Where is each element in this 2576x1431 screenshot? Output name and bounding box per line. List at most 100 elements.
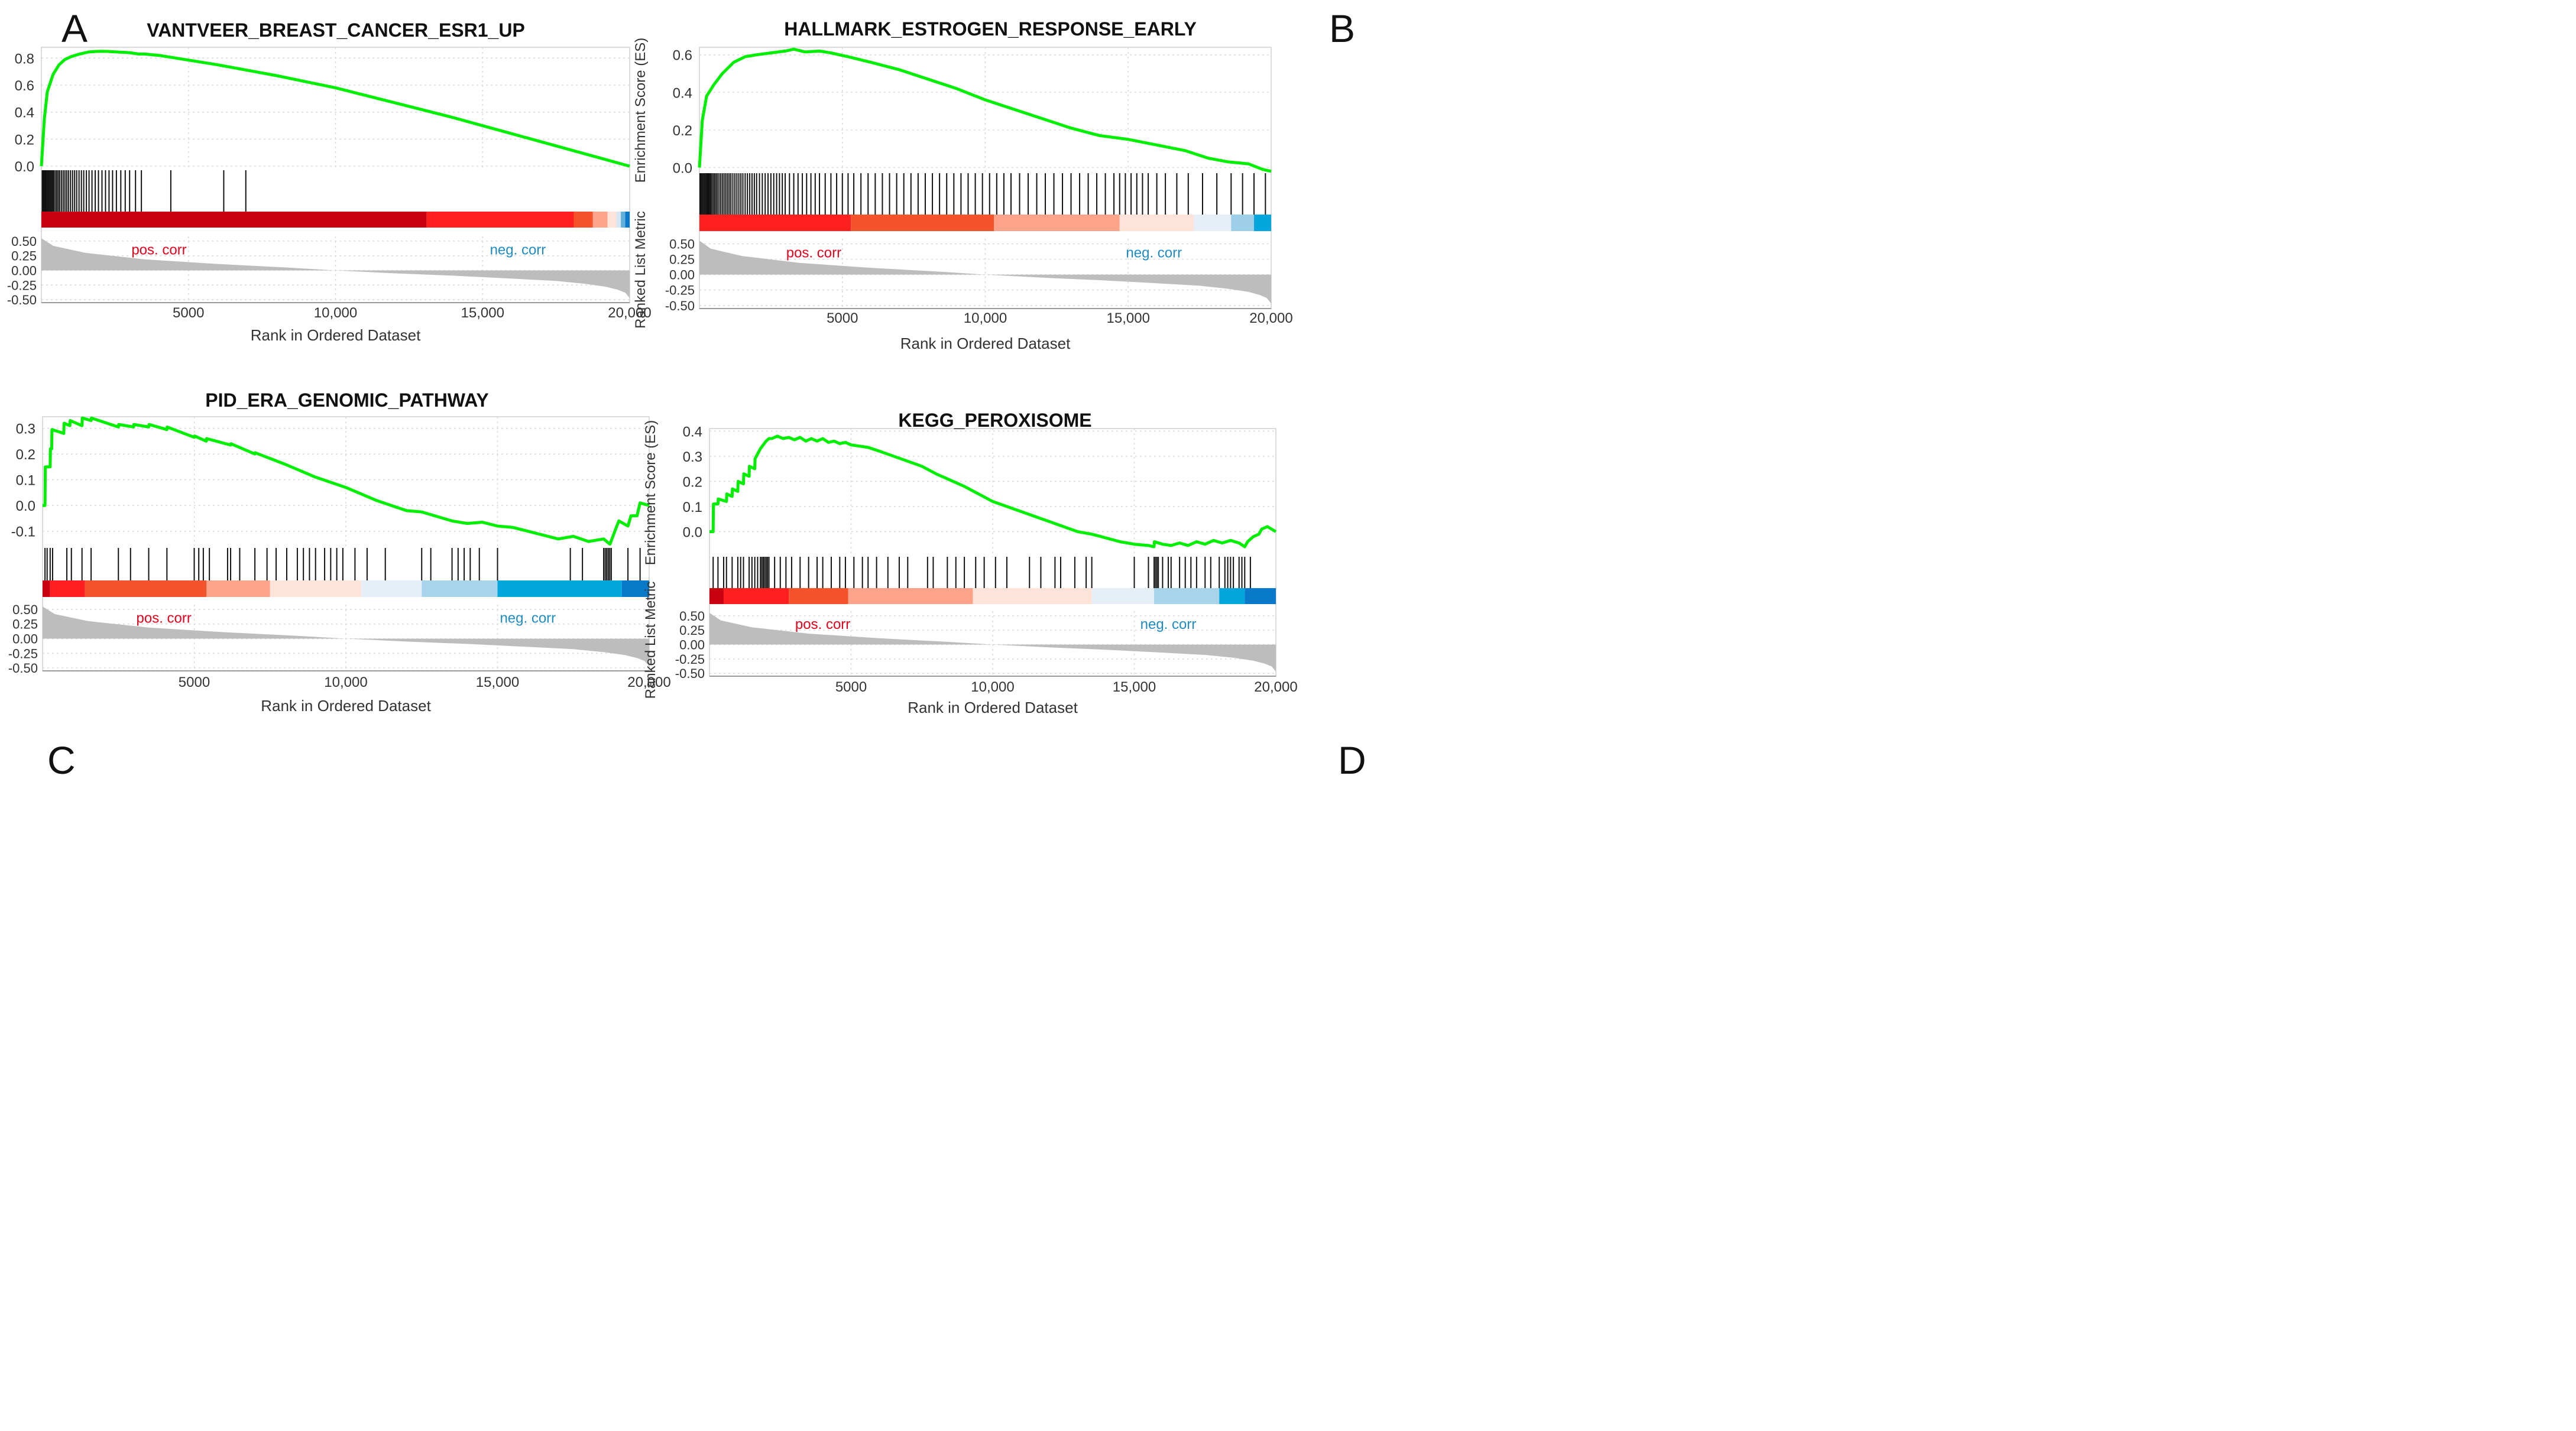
gene-hit-marks [41,170,247,212]
neg-corr-label: neg. corr [500,610,556,626]
chart-title: HALLMARK_ESTROGEN_RESPONSE_EARLY [784,18,1197,40]
es-tick-label: 0.4 [673,85,692,101]
es-tick-label: 0.4 [683,424,702,440]
color-bar-segment [422,580,498,597]
panel-d: D KEGG_PEROXISOME 0.4 0.3 0.2 0.1 0.0 0.50 0.25… [643,410,2576,1431]
enrichment-score-line [709,434,1277,549]
metric-tick-label: -0.25 [8,646,38,661]
color-bar-segment [592,212,608,228]
metric-tick-label: -0.50 [7,293,37,307]
color-bar-segment [85,580,207,597]
color-bar-segment [573,212,593,228]
pos-corr-label: pos. corr [795,616,850,632]
metric-tick-label: -0.50 [665,298,695,313]
x-tick-label: 20,000 [608,305,651,321]
grid-lines [41,47,630,303]
metric-tick-label: 0.25 [12,617,38,632]
gsea-plot-hallmark-estrogen-early: HALLMARK_ESTROGEN_RESPONSE_EARLY 0.0 0.2 0.… [633,18,1293,352]
metric-axis-title: Ranked List Metric [643,582,659,699]
color-bar-segment [361,580,422,597]
es-tick-label: 0.0 [673,160,692,176]
metric-tick-label: 0.00 [11,263,37,278]
x-axis-title: Rank in Ordered Dataset [908,699,1078,716]
es-tick-label: 0.4 [15,105,34,121]
metric-tick-label: -0.50 [675,666,705,681]
panel-b: B HALLMARK_ESTROGEN_RESPONSE_EARLY 0.0 0.2… [633,0,2576,715]
es-tick-label: 0.0 [15,159,34,175]
color-bar-segment [1091,588,1155,604]
color-bar-segment [1219,588,1245,604]
metric-tick-label: -0.25 [675,652,705,667]
metric-tick-label: 0.50 [11,234,37,249]
chart-title: KEGG_PEROXISOME [898,410,1091,431]
color-bar-segment [1231,215,1254,231]
x-tick-label: 10,000 [324,674,367,690]
neg-corr-label: neg. corr [490,242,546,258]
es-tick-label: 0.2 [683,474,702,490]
enrichment-score-line [43,416,650,546]
metric-tick-label: 0.50 [669,236,695,251]
color-bar-segment [994,215,1120,231]
color-bar-segment [723,588,789,604]
color-bar-segment [607,212,617,228]
panel-c: C PID_ERA_GENOMIC_PATHWAY 0.3 0.2 0.1 0.0 -0.… [0,390,1288,1431]
neg-corr-label: neg. corr [1140,616,1197,632]
color-bar-segment [848,588,973,604]
es-tick-label: 0.2 [16,447,35,463]
rank-color-bar [699,215,1271,231]
metric-tick-label: 0.00 [669,268,695,283]
es-tick-label: -0.1 [11,524,35,540]
es-axis-title: Enrichment Score (ES) [643,420,659,565]
es-tick-label: 0.0 [683,524,702,540]
color-bar-segment [973,588,1092,604]
x-tick-label: 20,000 [1249,310,1292,326]
es-tick-label: 0.0 [16,498,35,514]
color-bar-segment [43,580,50,597]
metric-tick-label: 0.00 [679,637,705,652]
panel-letter: B [1329,7,1356,50]
x-axis-title: Rank in Ordered Dataset [900,335,1071,352]
x-tick-label: 15,000 [461,305,504,321]
metric-tick-label: -0.50 [8,661,38,676]
es-tick-label: 0.1 [16,473,35,489]
enrichment-score-line [40,50,630,168]
pos-corr-label: pos. corr [137,610,192,626]
gene-hit-marks [699,173,1266,215]
color-bar-segment [497,580,622,597]
panel-a: A VANTVEER_BREAST_CANCER_ESR1_UP 0.0 0.2 0.… [0,0,1288,715]
color-bar-segment [270,580,361,597]
color-bar-segment [625,212,630,228]
x-tick-label: 10,000 [971,679,1014,695]
rank-color-bar [709,588,1276,604]
metric-tick-label: 0.25 [679,623,705,638]
pos-corr-label: pos. corr [786,245,841,261]
neg-corr-label: neg. corr [1126,245,1182,261]
es-tick-label: 0.2 [673,123,692,139]
metric-tick-label: 0.50 [12,602,38,617]
color-bar-segment [621,580,649,597]
x-tick-label: 15,000 [1107,310,1150,326]
x-tick-label: 10,000 [964,310,1007,326]
gsea-plot-pid-era-genomic: PID_ERA_GENOMIC_PATHWAY 0.3 0.2 0.1 0.0 -0.1 0… [8,390,671,715]
metric-tick-label: 0.25 [669,252,695,267]
color-bar-segment [789,588,848,604]
color-bar-segment [709,588,724,604]
ranked-metric-area [709,612,1276,672]
color-bar-segment [50,580,85,597]
es-tick-label: 0.2 [15,132,34,148]
x-axis-title: Rank in Ordered Dataset [251,326,421,344]
x-tick-label: 15,000 [1113,679,1156,695]
es-tick-label: 0.3 [16,421,35,437]
metric-axis-title: Ranked List Metric [633,211,649,329]
ranked-metric-area [699,241,1271,304]
x-tick-label: 5000 [835,679,867,695]
pos-corr-label: pos. corr [131,242,186,258]
es-tick-label: 0.6 [15,78,34,94]
gsea-plot-vantveer-esr1-up: VANTVEER_BREAST_CANCER_ESR1_UP 0.0 0.2 0.4 0… [7,20,652,344]
gene-hit-marks [44,548,641,580]
x-tick-label: 20,000 [627,674,670,690]
metric-tick-label: 0.50 [679,609,705,624]
es-axis-title: Enrichment Score (ES) [633,38,649,183]
es-tick-label: 0.1 [683,499,702,515]
chart-title: VANTVEER_BREAST_CANCER_ESR1_UP [147,20,525,41]
